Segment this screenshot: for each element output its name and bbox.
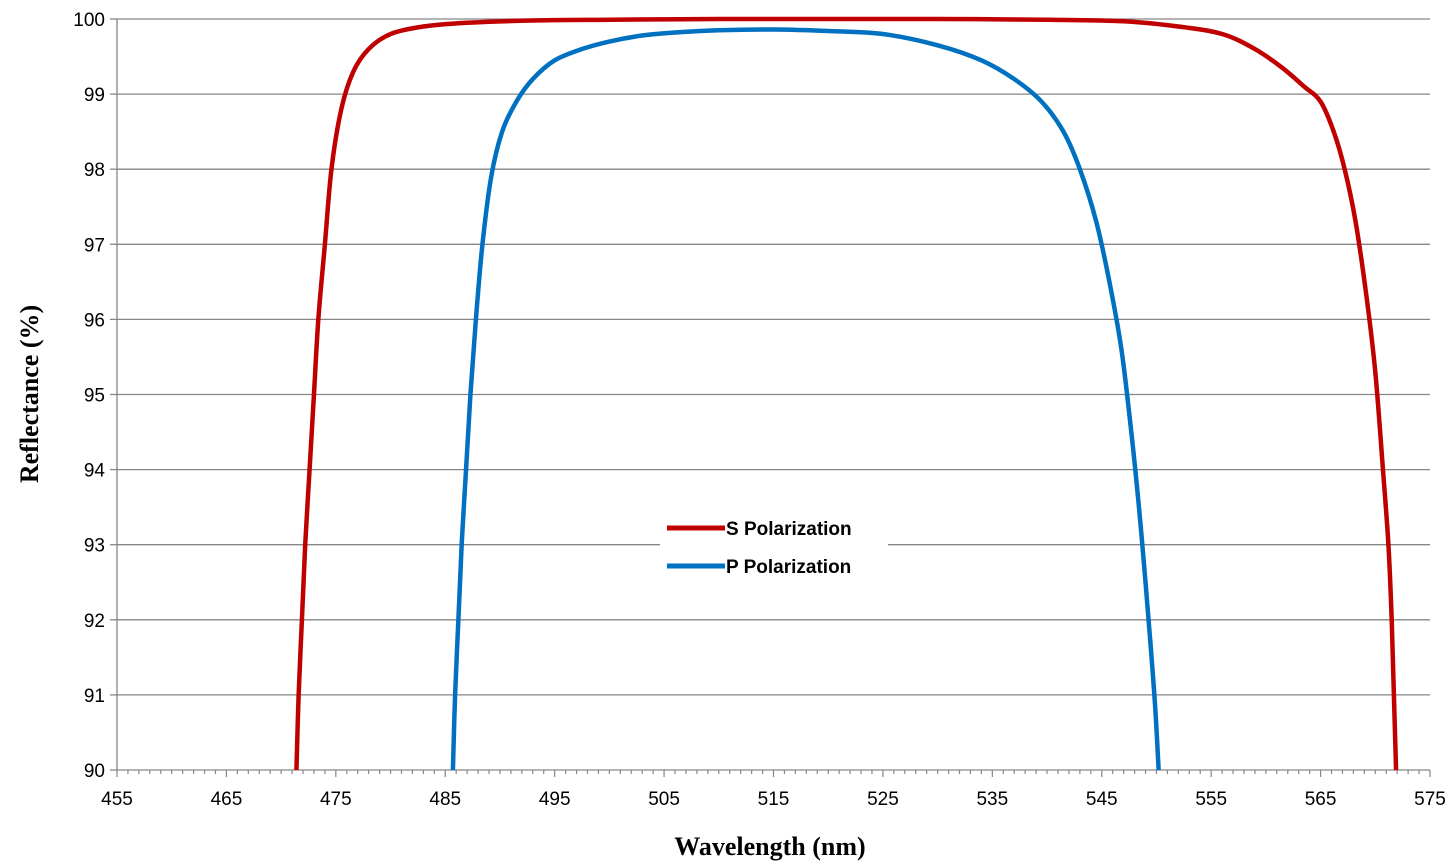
y-tick-label: 98 <box>84 160 105 181</box>
x-tick-label: 485 <box>429 789 461 810</box>
y-tick-label: 97 <box>84 235 105 256</box>
x-axis-title: Wavelength (nm) <box>674 832 865 861</box>
x-tick-label: 525 <box>867 789 899 810</box>
y-tick-label: 100 <box>73 10 105 31</box>
x-tick-label: 515 <box>758 789 790 810</box>
legend-box <box>660 512 888 584</box>
x-tick-label: 495 <box>539 789 571 810</box>
series-line-p-polarization <box>450 27 1161 771</box>
y-tick-label: 91 <box>84 686 105 707</box>
legend: S Polarization P Polarization <box>660 512 888 584</box>
x-tick-label: 455 <box>101 789 133 810</box>
x-tick-label: 555 <box>1195 789 1227 810</box>
y-tick-label: 95 <box>84 386 105 407</box>
axes <box>110 18 1431 777</box>
y-tick-label: 90 <box>84 761 105 782</box>
tick-labels: 90 91 92 93 94 95 96 97 98 99 100 455 465 475 485 495 50… <box>73 10 1446 810</box>
x-tick-label: 505 <box>648 789 680 810</box>
x-tick-label: 535 <box>976 789 1008 810</box>
x-tick-label: 565 <box>1305 789 1337 810</box>
x-tick-label: 465 <box>211 789 243 810</box>
y-tick-label: 96 <box>84 310 105 331</box>
legend-label-p: P Polarization <box>726 557 851 578</box>
y-tick-label: 92 <box>84 611 105 632</box>
x-tick-label: 545 <box>1086 789 1118 810</box>
y-tick-label: 99 <box>84 85 105 106</box>
y-axis-title: Reflectance (%) <box>15 305 44 483</box>
y-tick-label: 94 <box>84 461 106 482</box>
x-tick-label: 575 <box>1414 789 1446 810</box>
y-tick-label: 93 <box>84 536 105 557</box>
x-tick-label: 475 <box>320 789 352 810</box>
legend-label-s: S Polarization <box>726 519 852 540</box>
grid-lines <box>117 18 1430 696</box>
series-lines <box>294 16 1399 771</box>
series-line-s-polarization <box>294 16 1399 771</box>
